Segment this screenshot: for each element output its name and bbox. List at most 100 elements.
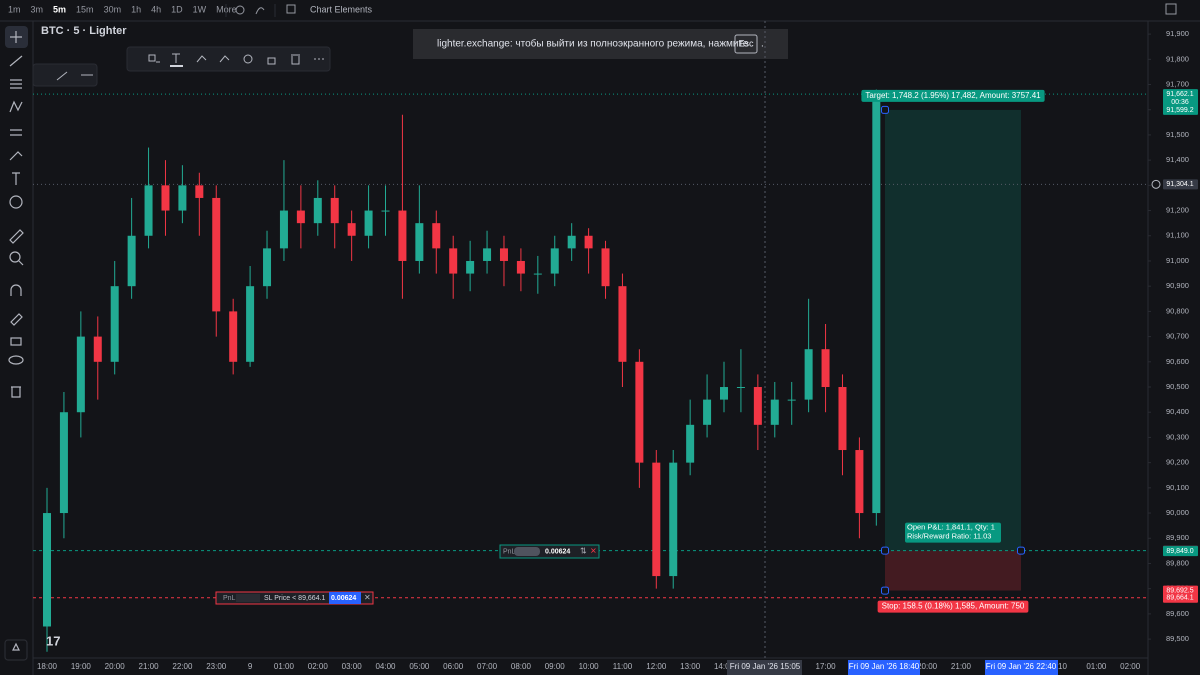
- candle-body: [347, 223, 356, 236]
- widget-value: 0.00624: [331, 595, 356, 602]
- position-handle[interactable]: [881, 105, 889, 114]
- price-axis: 89,50089,60089,70089,80089,90090,00090,1…: [1148, 29, 1198, 643]
- fullscreen-notification: lighter.exchange: чтобы выйти из полноэк…: [413, 29, 788, 59]
- interval-button[interactable]: 5m: [53, 4, 66, 14]
- candle-body: [567, 235, 576, 249]
- interval-button[interactable]: 3m: [31, 4, 44, 14]
- plot: 18:00 19:00 20:00 21:00 22:00 23:00 9 01:00 02:0…: [33, 89, 1148, 671]
- candle-body: [855, 450, 864, 514]
- position-handle[interactable]: [1017, 546, 1025, 555]
- x-tick-label: 20:00: [917, 662, 938, 671]
- candle-body: [872, 97, 881, 514]
- candle-body: [635, 361, 644, 463]
- candle-body: [432, 223, 441, 249]
- y-tick-label: 91,500: [1166, 130, 1189, 139]
- candle-body: [720, 387, 728, 400]
- x-tick-label: 07:00: [477, 662, 498, 671]
- y-tick-label: 91,000: [1166, 256, 1189, 265]
- widget-blur: [514, 547, 540, 556]
- y-tick-label: 90,800: [1166, 306, 1189, 315]
- tv-logo: 17: [46, 633, 60, 648]
- x-tick-label: 21:00: [951, 662, 972, 671]
- candle-body: [364, 210, 373, 236]
- sl-pnl-widget[interactable]: PnL SL Price < 89,664.1 0.00624 ✕: [215, 591, 374, 605]
- candle-body: [669, 462, 678, 577]
- candle-body: [499, 248, 508, 261]
- interval-button[interactable]: 30m: [104, 4, 122, 14]
- svg-text:17: 17: [46, 633, 60, 648]
- position-loss-zone: [885, 550, 1021, 591]
- x-tick-label: 13:00: [680, 662, 701, 671]
- price-tag-label: 91,304.1: [1166, 181, 1193, 188]
- notification-text: lighter.exchange: чтобы выйти из полноэк…: [437, 38, 749, 50]
- x-tick-label: 05:00: [409, 662, 430, 671]
- position-profit-zone: [885, 109, 1021, 551]
- candle-body: [398, 210, 407, 261]
- y-tick-label: 90,100: [1166, 483, 1189, 492]
- widget-value: 0.00624: [545, 548, 570, 555]
- candle-body: [93, 336, 102, 362]
- interval-button[interactable]: 15m: [76, 4, 94, 14]
- y-tick-label: 91,900: [1166, 29, 1189, 38]
- x-tick-label: 9: [248, 662, 253, 671]
- price-tag: [1163, 89, 1198, 108]
- y-tick-label: 90,400: [1166, 407, 1189, 416]
- candle-body: [263, 248, 272, 287]
- candle-body: [533, 273, 542, 275]
- y-tick-label: 90,300: [1166, 432, 1189, 441]
- y-tick-label: 89,800: [1166, 558, 1189, 567]
- x-tick-label: 11:00: [613, 662, 633, 671]
- y-tick-label: 91,700: [1166, 80, 1189, 89]
- widget-flip[interactable]: ⇅: [580, 547, 587, 556]
- candle-body: [703, 399, 712, 425]
- y-tick-label: 91,100: [1166, 231, 1189, 240]
- interval-button[interactable]: 1D: [171, 4, 183, 14]
- x-tick-label: 17:00: [816, 662, 837, 671]
- widget-sl-text: SL Price < 89,664.1: [264, 595, 326, 602]
- candle-body: [804, 349, 813, 400]
- y-tick-label: 89,600: [1166, 609, 1189, 618]
- x-tick-label: 12:00: [646, 662, 667, 671]
- widget-blur: [236, 594, 260, 602]
- x-tick-label: 21:00: [139, 662, 160, 671]
- crosshair-add-button[interactable]: [1151, 179, 1161, 189]
- position-handle[interactable]: [881, 586, 889, 595]
- position-handle[interactable]: [881, 546, 889, 555]
- chart-elements[interactable]: Chart Elements: [310, 4, 373, 14]
- rr-label: Risk/Reward Ratio: 11.03: [907, 532, 991, 541]
- candle-body: [483, 248, 492, 261]
- interval-button[interactable]: 1W: [193, 4, 207, 14]
- candle-body: [144, 185, 153, 236]
- candle-body: [178, 185, 187, 211]
- candle-body: [161, 185, 170, 211]
- interval-button[interactable]: 1m: [8, 4, 21, 14]
- fullscreen-icon[interactable]: [1165, 3, 1177, 15]
- candle-body: [753, 387, 762, 425]
- candle-body: [43, 513, 51, 627]
- x-tick-label: 08:00: [511, 662, 532, 671]
- price-tag: [1163, 179, 1198, 190]
- x-tick-label: 22:00: [172, 662, 193, 671]
- candle-body: [76, 336, 85, 413]
- widget-close[interactable]: ✕: [364, 593, 371, 602]
- y-tick-label: 89,900: [1166, 533, 1189, 542]
- y-tick-label: 90,600: [1166, 357, 1189, 366]
- widget-close[interactable]: ✕: [590, 547, 597, 556]
- x-tick-label: 04:00: [375, 662, 396, 671]
- widget-label: PnL: [223, 595, 236, 602]
- y-tick-label: 90,900: [1166, 281, 1189, 290]
- entry-pnl-widget[interactable]: PnL 0.00624 ⇅ ✕: [499, 544, 600, 559]
- interval-button[interactable]: 4h: [151, 4, 161, 14]
- candle-body: [59, 412, 68, 514]
- x-tick-label: 19:00: [71, 662, 92, 671]
- y-tick-label: 91,800: [1166, 54, 1189, 63]
- candle-body: [838, 387, 847, 451]
- candle-body: [110, 286, 119, 362]
- stop-label-bg: [877, 600, 1029, 613]
- candle-body: [330, 197, 339, 224]
- candle-body: [212, 197, 221, 312]
- time-markers: Fri 09 Jan '26 15:05 Fri 09 Jan '26 18:4…: [727, 660, 1058, 675]
- crosshair-time: Fri 09 Jan '26 15:05: [730, 662, 801, 671]
- interval-button[interactable]: 1h: [131, 4, 141, 14]
